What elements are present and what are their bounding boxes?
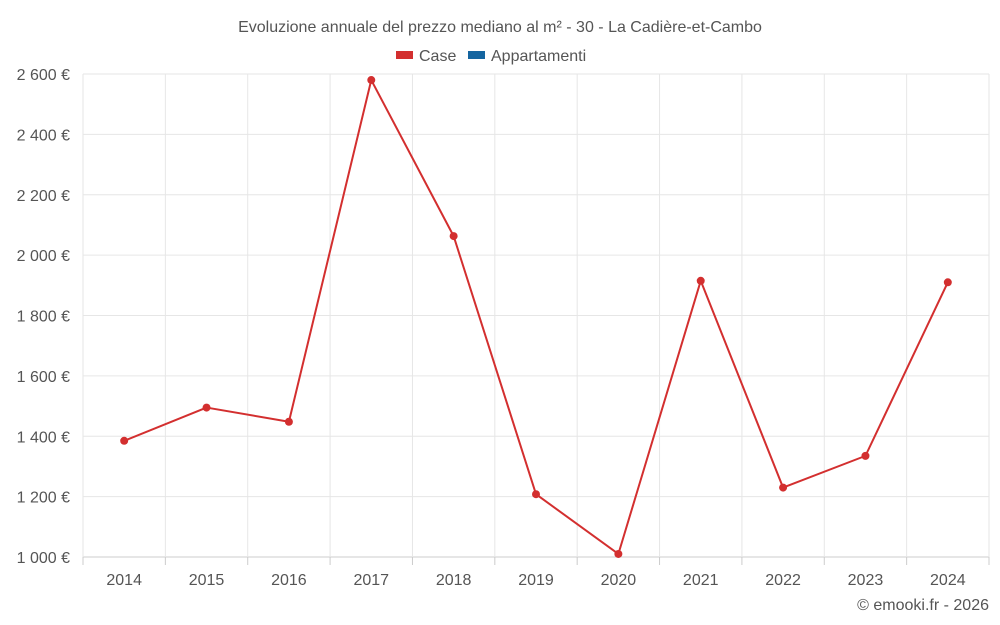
y-tick-label: 1 400 €: [17, 429, 70, 446]
x-tick-label: 2024: [930, 572, 966, 589]
legend-label-appartamenti: Appartamenti: [491, 48, 586, 65]
legend: Case Appartamenti: [396, 48, 586, 65]
x-axis: 2014 2015 2016 2017 2018 2019 2020 2021 2022 2023…: [82, 557, 990, 589]
credit-text: © emooki.fr - 2026: [857, 597, 989, 614]
x-tick-label: 2018: [436, 572, 472, 589]
grid: [82, 73, 990, 558]
x-tick-label: 2015: [189, 572, 225, 589]
y-tick-label: 2 200 €: [17, 188, 70, 205]
x-tick-label: 2019: [518, 572, 554, 589]
y-tick-label: 1 200 €: [17, 490, 70, 507]
x-tick-label: 2014: [106, 572, 142, 589]
data-point-case[interactable]: [861, 451, 870, 460]
x-tick-label: 2022: [765, 572, 801, 589]
data-point-case[interactable]: [449, 232, 458, 241]
y-tick-label: 2 600 €: [17, 67, 70, 84]
data-point-case[interactable]: [202, 403, 211, 412]
x-tick-label: 2017: [353, 572, 389, 589]
data-point-case[interactable]: [532, 490, 540, 499]
y-tick-label: 1 600 €: [17, 369, 70, 386]
y-tick-label: 2 400 €: [17, 127, 70, 144]
data-point-case[interactable]: [284, 417, 293, 426]
data-point-case[interactable]: [943, 278, 952, 287]
legend-swatch-case: [396, 51, 413, 59]
data-point-case[interactable]: [120, 436, 129, 445]
x-tick-label: 2023: [848, 572, 884, 589]
legend-swatch-appartamenti: [468, 51, 485, 59]
chart-title: Evoluzione annuale del prezzo mediano al…: [238, 19, 762, 36]
data-point-case[interactable]: [367, 76, 376, 85]
x-tick-label: 2020: [601, 572, 637, 589]
series-case: [120, 76, 952, 558]
x-tick-label: 2021: [683, 572, 719, 589]
y-tick-label: 1 000 €: [17, 550, 70, 567]
legend-label-case: Case: [419, 48, 456, 65]
data-point-case[interactable]: [614, 549, 623, 558]
legend-item-case[interactable]: Case: [396, 48, 456, 65]
y-axis: 1 000 € 1 200 € 1 400 € 1 600 € 1 800 € 2 000…: [17, 67, 70, 567]
y-tick-label: 2 000 €: [17, 248, 70, 265]
x-tick-label: 2016: [271, 572, 307, 589]
data-point-case[interactable]: [696, 276, 705, 285]
data-point-case[interactable]: [779, 483, 788, 492]
legend-item-appartamenti[interactable]: Appartamenti: [468, 48, 586, 65]
y-tick-label: 1 800 €: [17, 309, 70, 326]
